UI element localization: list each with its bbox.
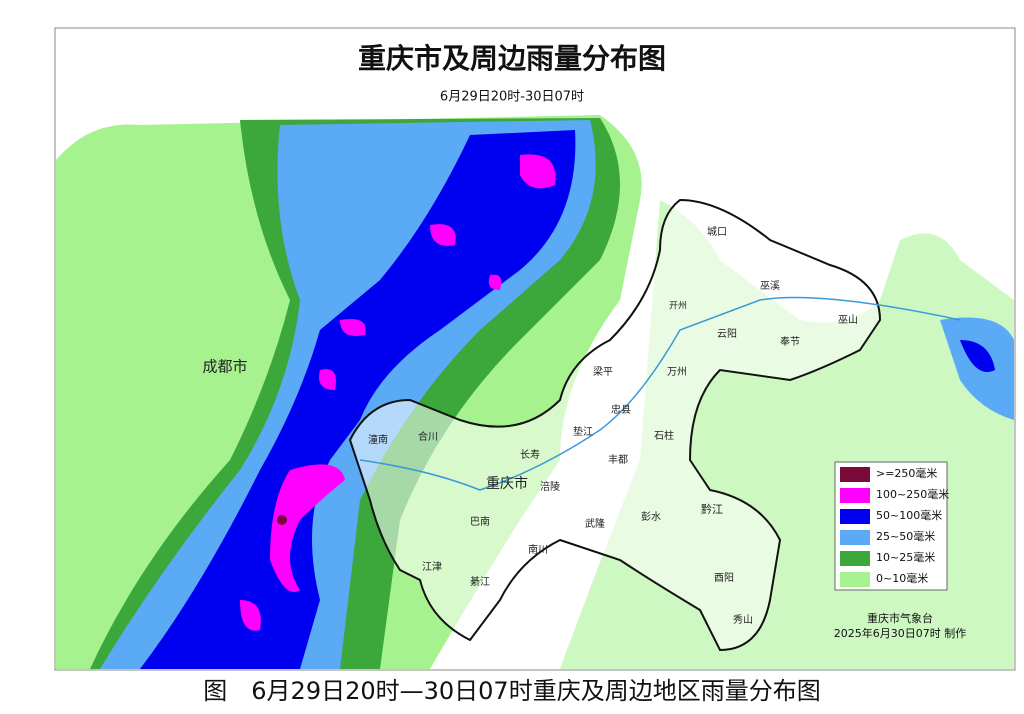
place-label: 长寿 [520,448,540,461]
place-label: 成都市 [202,358,247,376]
legend-label: >=250毫米 [876,466,937,480]
legend-swatch [840,488,870,503]
credit-time: 2025年6月30日07时 制作 [834,626,966,640]
legend-swatch [840,509,870,524]
legend-swatch [840,467,870,482]
credit-agency: 重庆市气象台 [867,611,933,625]
place-label: 潼南 [368,433,388,446]
river [359,296,961,491]
legend-label: 10~25毫米 [876,550,935,564]
map-subtitle: 6月29日20时-30日07时 [440,90,584,105]
place-label: 丰都 [608,453,628,466]
place-label: 巴南 [470,515,490,528]
legend: >=250毫米 100~250毫米 50~100毫米 25~50毫米 10~25毫米 0~… [840,466,949,587]
place-label: 云阳 [717,328,737,340]
figure-caption: 图 6月29日20时—30日07时重庆及周边地区雨量分布图 [203,677,820,705]
place-label: 涪陵 [540,480,560,493]
place-label: 綦江 [470,575,490,588]
place-label: 巫山 [838,314,858,326]
place-label: 武隆 [585,517,605,530]
legend-label: 25~50毫米 [876,529,935,543]
legend-label: 50~100毫米 [876,508,942,522]
map-title: 重庆市及周边雨量分布图 [358,42,666,75]
chongqing-boundary [348,198,882,652]
place-label: 南川 [528,543,548,556]
legend-box [834,461,948,591]
place-label: 梁平 [593,365,613,378]
place-label: 奉节 [780,335,800,348]
legend-swatch [840,551,870,566]
place-label: 重庆市 [486,475,528,492]
place-label: 江津 [422,561,442,573]
place-label: 合川 [418,430,438,443]
place-label: 黔江 [701,502,723,516]
place-label: 巫溪 [760,280,780,292]
legend-swatch [840,572,870,587]
place-label: 秀山 [733,614,753,626]
place-label: 万州 [667,366,687,378]
place-label: 开州 [669,301,687,312]
place-label: 垫江 [573,425,593,438]
legend-label: 100~250毫米 [876,487,949,501]
place-label: 忠县 [611,404,631,416]
place-label: 城口 [707,226,727,238]
rain-field [56,115,1014,669]
legend-label: 0~10毫米 [876,571,928,585]
place-label: 酉阳 [714,572,734,584]
place-label: 石柱 [654,429,674,442]
place-label: 彭水 [641,510,661,523]
legend-swatch [840,530,870,545]
